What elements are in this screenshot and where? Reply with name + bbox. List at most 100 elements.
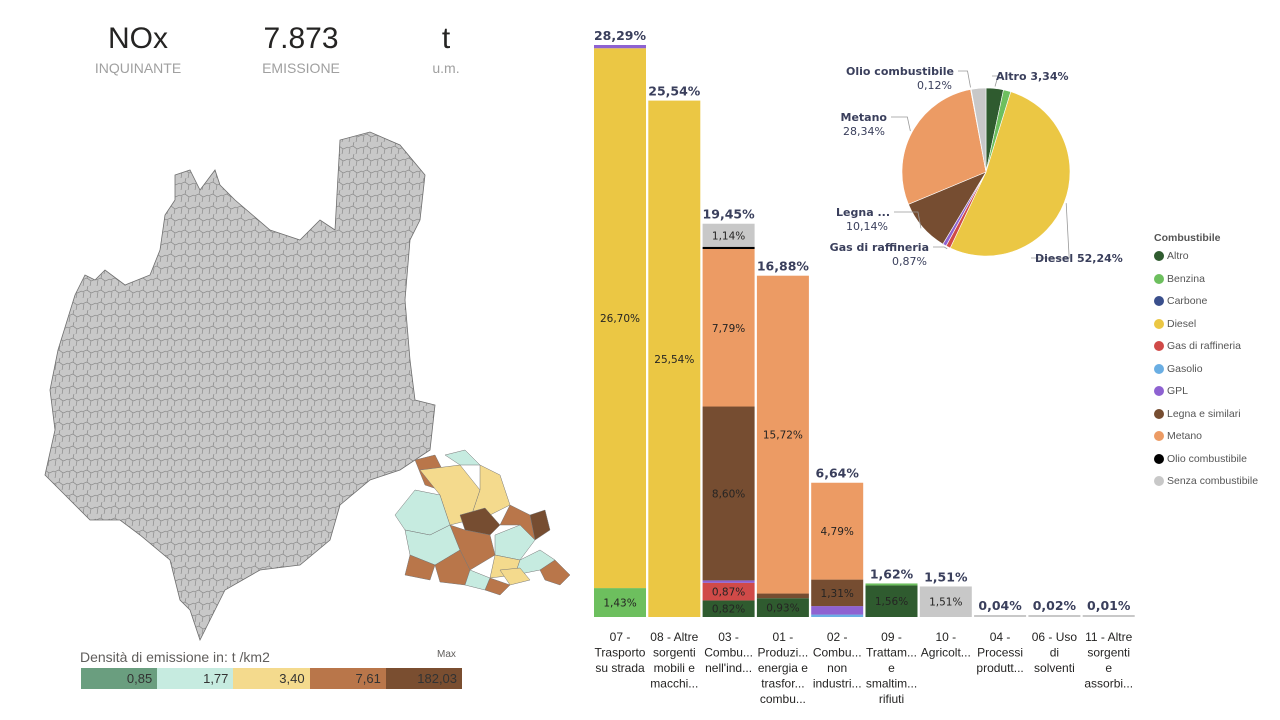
kpi-unit-value: t bbox=[441, 22, 451, 55]
bar-segment[interactable] bbox=[865, 585, 918, 617]
bar-6[interactable]: 1,51% bbox=[919, 586, 972, 617]
bar-5[interactable]: 1,56% bbox=[865, 583, 918, 617]
bar-segment[interactable] bbox=[594, 48, 646, 589]
pie-label: Altro 3,34% bbox=[996, 70, 1069, 83]
segment-label: 1,56% bbox=[875, 596, 908, 608]
fuel-legend-label: Olio combustibile bbox=[1167, 452, 1247, 465]
x-tick-label: 10 -Agricolt... bbox=[921, 630, 971, 660]
bar-segment[interactable] bbox=[702, 580, 755, 583]
pie-leader-line bbox=[958, 70, 971, 88]
fuel-legend-item[interactable]: Olio combustibile bbox=[1154, 453, 1258, 476]
fuel-legend-label: Senza combustibile bbox=[1167, 475, 1259, 487]
kpi-pollutant: NOx INQUINANTE bbox=[58, 20, 218, 78]
bar-0[interactable]: 1,43% 26,70% bbox=[594, 45, 646, 617]
fuel-legend-item[interactable]: Altro bbox=[1154, 250, 1258, 273]
map-legend-bin[interactable]: 1,77 bbox=[157, 668, 234, 689]
pie-slice[interactable] bbox=[901, 89, 987, 205]
x-tick-label: 07 -Trasporto su strada bbox=[595, 630, 646, 675]
emission-density-map[interactable] bbox=[40, 130, 580, 645]
pie-label: Diesel 52,24% bbox=[1035, 252, 1123, 265]
bar-total-label: 6,64% bbox=[816, 466, 860, 481]
bar-total-label: 0,01% bbox=[1087, 598, 1131, 613]
pie-leader-line bbox=[933, 246, 948, 250]
bar-segment[interactable] bbox=[702, 246, 755, 250]
fuel-legend-item[interactable]: Gas di raffineria bbox=[1154, 340, 1258, 363]
fuel-legend-label: Legna e similari bbox=[1167, 407, 1241, 420]
bar-segment[interactable] bbox=[594, 45, 646, 49]
bar-total-label: 1,51% bbox=[924, 569, 968, 584]
pie-label-value: 0,87% bbox=[892, 255, 927, 268]
legend-dot-icon bbox=[1154, 386, 1164, 396]
bar-2[interactable]: 0,82% 0,87% 8,60% 7,79% 1,14% bbox=[702, 223, 755, 617]
map-legend-bin[interactable]: 0,85 bbox=[81, 668, 158, 689]
fuel-legend-label: Gasolio bbox=[1167, 362, 1203, 375]
bar-segment[interactable] bbox=[919, 586, 972, 617]
x-tick-label: 01 -Produzi... energia e trasfor... combu..… bbox=[758, 630, 809, 706]
fuel-legend-item[interactable]: Legna e similari bbox=[1154, 408, 1258, 431]
x-tick-label: 03 -Combu... nell'ind... bbox=[704, 630, 753, 675]
segment-label: 0,87% bbox=[712, 587, 745, 599]
bar-segment[interactable] bbox=[702, 582, 755, 601]
bar-segment[interactable] bbox=[594, 588, 646, 617]
bar-total-label: 25,54% bbox=[648, 84, 701, 99]
kpi-pollutant-value: NOx bbox=[108, 22, 168, 55]
bar-segment[interactable] bbox=[702, 600, 755, 617]
pie-leader-line bbox=[894, 211, 922, 229]
fuel-legend-label: Carbone bbox=[1167, 295, 1208, 307]
map-legend-bin[interactable]: 182,03 bbox=[385, 668, 463, 689]
bar-3[interactable]: 0,93% 15,72% bbox=[756, 275, 809, 617]
legend-dot-icon bbox=[1154, 363, 1164, 374]
fuel-legend-item[interactable]: Gasolio bbox=[1154, 363, 1258, 386]
bar-segment[interactable] bbox=[865, 583, 918, 586]
bar-8[interactable] bbox=[1028, 615, 1081, 617]
fuel-legend-item[interactable]: GPL bbox=[1154, 385, 1258, 408]
legend-dot-icon bbox=[1154, 251, 1164, 261]
pie-label-value: 28,34% bbox=[843, 125, 885, 138]
bar-segment[interactable] bbox=[811, 606, 864, 615]
bar-segment[interactable] bbox=[756, 275, 809, 594]
fuel-legend-item[interactable]: Diesel bbox=[1154, 318, 1258, 341]
bar-segment[interactable] bbox=[1028, 615, 1081, 617]
bar-segment[interactable] bbox=[811, 614, 864, 617]
map-legend-title: Densità di emissione in: t /km2 bbox=[80, 649, 270, 665]
map-legend-bin[interactable]: 7,61 bbox=[309, 668, 386, 689]
x-tick-label: 11 - Altre sorgenti e assorbi... bbox=[1084, 630, 1133, 691]
fuel-legend-item[interactable]: Metano bbox=[1154, 430, 1258, 453]
map-legend-max: Max bbox=[437, 649, 456, 660]
bar-segment[interactable] bbox=[974, 615, 1027, 617]
fuel-legend-item[interactable]: Benzina bbox=[1154, 273, 1258, 296]
legend-dot-icon bbox=[1154, 431, 1164, 441]
legend-dot-icon bbox=[1154, 296, 1164, 306]
bar-segment[interactable] bbox=[702, 223, 755, 247]
sector-stacked-bar-chart: 1,43% 26,70% 28,29% 07 -Trasporto su strada 2… bbox=[594, 28, 1135, 706]
bar-4[interactable]: 1,31% 4,79% bbox=[811, 482, 864, 617]
bar-segment[interactable] bbox=[756, 593, 809, 599]
pie-slice[interactable] bbox=[970, 87, 987, 173]
fuel-legend-item[interactable]: Carbone bbox=[1154, 295, 1258, 318]
segment-label: 1,51% bbox=[929, 597, 962, 609]
bar-total-label: 16,88% bbox=[757, 259, 810, 274]
bar-segment[interactable] bbox=[702, 406, 755, 581]
bar-segment[interactable] bbox=[702, 249, 755, 407]
fuel-legend-label: Altro bbox=[1167, 250, 1189, 262]
bar-segment[interactable] bbox=[648, 100, 701, 618]
bar-9[interactable] bbox=[1082, 615, 1135, 617]
map-legend-bin[interactable]: 3,40 bbox=[233, 668, 310, 689]
x-tick-label: 02 -Combu... non industri... bbox=[813, 630, 862, 691]
segment-label: 7,79% bbox=[712, 323, 745, 335]
segment-label: 1,43% bbox=[603, 598, 636, 610]
pie-leader-line bbox=[992, 75, 999, 87]
bar-segment[interactable] bbox=[1082, 615, 1135, 617]
pie-label: Gas di raffineria bbox=[830, 241, 929, 254]
bar-7[interactable] bbox=[974, 615, 1027, 617]
bar-1[interactable]: 25,54% bbox=[648, 100, 701, 618]
pie-label-value: 10,14% bbox=[846, 220, 888, 233]
bar-segment[interactable] bbox=[811, 579, 864, 607]
fuel-legend-item[interactable]: Senza combustibile bbox=[1154, 475, 1258, 498]
fuel-legend-title: Combustibile bbox=[1154, 232, 1221, 244]
bar-segment[interactable] bbox=[811, 482, 864, 580]
pie-slice[interactable] bbox=[949, 91, 1071, 257]
bar-segment[interactable] bbox=[756, 598, 809, 617]
bar-total-label: 28,29% bbox=[594, 28, 647, 43]
pie-label: Legna ... bbox=[836, 206, 890, 219]
